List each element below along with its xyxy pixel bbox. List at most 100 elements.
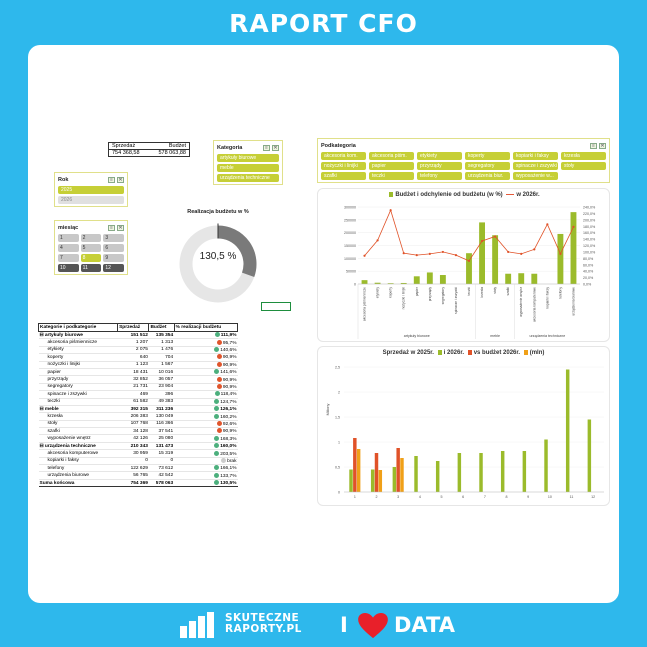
slicer-miesiac-item[interactable]: 4 — [58, 244, 79, 252]
month-tick-label: 6 — [462, 495, 464, 499]
table-row[interactable]: nożyczki i linijki 1 123 1 567 90,9% — [38, 361, 238, 369]
slicer-miesiac-item[interactable]: 10 — [58, 264, 79, 272]
table-row[interactable]: akcesoria komputerowe 30 959 15 319 203,5% — [38, 449, 238, 458]
table-row[interactable]: szafki 34 128 37 541 90,9% — [38, 427, 238, 436]
slicer-podkategoria-item[interactable]: urządzenia biur. — [465, 172, 510, 180]
slicer-podkategoria-item[interactable]: akcesoria kom. — [321, 152, 366, 160]
table-row[interactable]: urządzenia biurowe 56 765 42 542 133,7% — [38, 471, 238, 480]
row-label: ⊟ urządzenia techniczne — [38, 442, 118, 451]
y-right-tick-label: 200,0% — [583, 218, 596, 222]
slicer-kategoria: Kategoria ≡ ✕ artykuły biurowe meble urz… — [213, 140, 283, 185]
cell-sprzedaz: 122 629 — [117, 464, 149, 473]
slicer-podkategoria-item[interactable]: etykiety — [417, 152, 462, 160]
slicer-miesiac-item[interactable]: 7 — [58, 254, 79, 262]
slicer-miesiac-item[interactable]: 2 — [80, 234, 102, 242]
deviation-point — [572, 225, 575, 228]
category-tick-label: akcesoria piśmiennicze — [363, 287, 367, 321]
table-row[interactable]: akcesoria piśmiennicze 1 207 1 313 95,7% — [38, 338, 238, 347]
selected-cell-marker — [261, 302, 291, 311]
table-row[interactable]: papier 18 431 10 016 141,6% — [38, 368, 238, 377]
row-label: stoły — [38, 420, 118, 429]
clear-filter-icon[interactable]: ✕ — [272, 144, 279, 151]
brand-line2: RAPORTY.PL — [225, 623, 302, 635]
slicer-podkategoria-item[interactable]: stoły — [561, 162, 606, 170]
table-row[interactable]: Suma końcowa 754 369 578 063 130,5% — [38, 478, 238, 488]
budget-bar — [426, 272, 433, 284]
table-row[interactable]: wyposażenie wnętrz 42 126 25 080 168,3% — [38, 434, 238, 443]
cell-sprzedaz: 107 768 — [117, 420, 149, 429]
table-row[interactable]: kopiarki i faksy 0 0 brak — [38, 457, 238, 466]
table-row[interactable]: teczki 61 582 49 383 124,7% — [38, 398, 238, 406]
sales-bar — [457, 453, 462, 492]
deviation-point — [520, 252, 523, 255]
slicer-podkategoria-item[interactable]: telefony — [417, 172, 462, 180]
month-tick-label: 5 — [441, 495, 443, 499]
status-indicator-icon — [216, 354, 222, 360]
sales-bar — [544, 439, 548, 492]
slicer-miesiac-item[interactable]: 5 — [80, 244, 102, 252]
multi-select-icon[interactable]: ≡ — [108, 224, 115, 231]
slicer-podkategoria-item[interactable]: spinacze i zszywki — [513, 162, 558, 170]
slicer-kategoria-item[interactable]: urządzenia techniczne — [217, 174, 279, 182]
slicer-rok-item[interactable]: 2025 — [58, 186, 124, 194]
multi-select-icon[interactable]: ≡ — [263, 144, 270, 151]
table-row[interactable]: ⊟ artykuły biurowe 151 512 135 354 111,9% — [38, 331, 238, 340]
slicer-miesiac-item[interactable]: 8 — [80, 254, 102, 262]
cell-budzet: 25 080 — [148, 434, 175, 443]
cell-sprzedaz: 640 — [117, 353, 149, 362]
table-row[interactable]: etykiety 2 075 1 476 140,6% — [38, 346, 238, 355]
clear-filter-icon[interactable]: ✕ — [599, 142, 606, 149]
slicer-miesiac-item[interactable]: 12 — [103, 264, 124, 272]
table-row[interactable]: segregatory 21 731 23 904 90,9% — [38, 383, 238, 392]
slicer-podkategoria-item[interactable]: teczki — [369, 172, 414, 180]
table-row[interactable]: stoły 107 768 116 366 92,6% — [38, 420, 238, 429]
slicer-miesiac-item[interactable]: 3 — [103, 234, 124, 242]
cell-sprzedaz: 210 343 — [117, 442, 149, 451]
table-row[interactable]: spinacze i zszywki 469 396 118,4% — [38, 390, 238, 399]
slicer-kategoria-item[interactable]: meble — [217, 164, 279, 172]
table-row[interactable]: koperty 640 704 90,9% — [38, 353, 238, 362]
status-indicator-icon — [216, 421, 222, 426]
deviation-point — [428, 252, 431, 255]
slicer-podkategoria-item[interactable]: koperty — [465, 152, 510, 160]
multi-select-icon[interactable]: ≡ — [590, 142, 597, 149]
slicer-miesiac-title: miesiąc — [58, 224, 79, 231]
slicer-miesiac-item[interactable]: 6 — [103, 244, 124, 252]
budget-bar — [361, 280, 368, 284]
realizacja-value: 160,0% — [220, 443, 237, 449]
table-row[interactable]: krzesła 206 383 130 049 160,2% — [38, 412, 238, 421]
table-row[interactable]: ⊟ meble 392 315 311 236 126,1% — [38, 405, 238, 414]
col-header-sprzedaz: Sprzedaż — [117, 323, 150, 332]
col-header-category[interactable]: Kategorie i podkategorie — [37, 323, 119, 332]
slicer-kategoria-item[interactable]: artykuły biurowe — [217, 154, 279, 162]
slicer-podkategoria-item[interactable]: segregatory — [465, 162, 510, 170]
y-right-tick-label: 60,0% — [583, 263, 594, 267]
slicer-podkategoria-item[interactable]: akcesoria piśm. — [369, 152, 414, 160]
budget-bar — [374, 282, 381, 284]
slicer-podkategoria-item[interactable]: nożyczki i linijki — [321, 162, 366, 170]
status-indicator-icon — [214, 472, 220, 478]
y-tick-label: 1,5 — [335, 416, 340, 420]
slicer-miesiac-item[interactable]: 9 — [103, 254, 124, 262]
slicer-podkategoria-item[interactable]: krzesła — [561, 152, 606, 160]
slicer-miesiac-item[interactable]: 1 — [58, 234, 79, 242]
cell-realizacja: 141,6% — [174, 368, 238, 377]
slicer-podkategoria-item[interactable]: przyrządy — [417, 162, 462, 170]
slicer-rok-item[interactable]: 2026 — [58, 196, 124, 204]
slicer-miesiac-item[interactable]: 11 — [80, 264, 102, 272]
slicer-podkategoria-item[interactable]: papier — [369, 162, 414, 170]
deviation-point — [559, 252, 562, 255]
clear-filter-icon[interactable]: ✕ — [117, 176, 124, 183]
slicer-podkategoria-item[interactable]: wyposażenie w... — [513, 172, 558, 180]
table-row[interactable]: przyrządy 32 852 36 057 90,9% — [38, 375, 238, 384]
table-row[interactable]: ⊟ urządzenia techniczne 210 343 131 473 160… — [38, 442, 238, 451]
slicer-podkategoria-item[interactable]: kopiarki i faksy — [513, 152, 558, 160]
clear-filter-icon[interactable]: ✕ — [117, 224, 124, 231]
row-label: telefony — [38, 464, 118, 473]
row-label: wyposażenie wnętrz — [38, 434, 118, 443]
slicer-podkategoria-item[interactable]: szafki — [321, 172, 366, 180]
cell-sprzedaz: 1 207 — [117, 338, 149, 347]
cell-realizacja: 95,7% — [174, 338, 238, 347]
table-row[interactable]: telefony 122 629 73 612 166,1% — [38, 464, 238, 473]
multi-select-icon[interactable]: ≡ — [108, 176, 115, 183]
